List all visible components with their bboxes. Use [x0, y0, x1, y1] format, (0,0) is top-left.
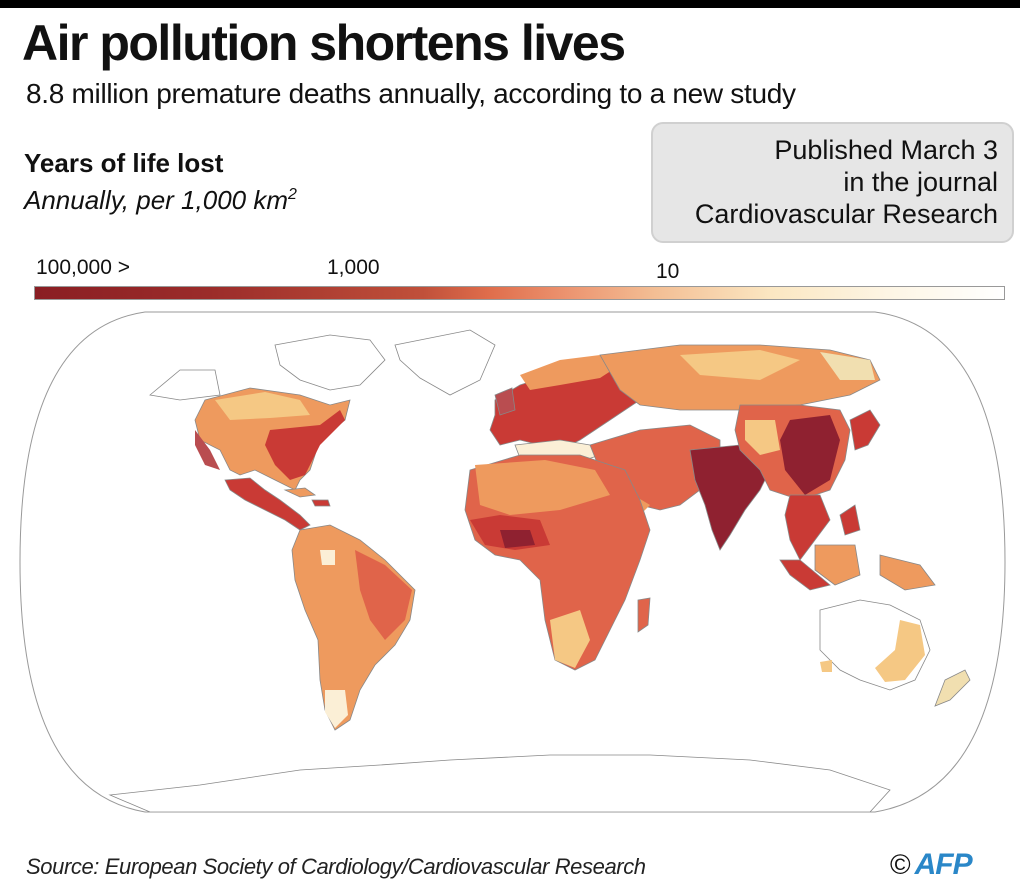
credit: © AFP	[890, 848, 973, 882]
page-subtitle: 8.8 million premature deaths annually, a…	[26, 78, 796, 109]
scale-label-max: 100,000 >	[36, 256, 131, 279]
info-line: in the journal	[843, 167, 998, 197]
copyright-icon: ©	[890, 849, 911, 880]
scale-label-min: 10	[656, 260, 680, 283]
legend-subtitle: Annually, per 1,000 km2	[24, 185, 297, 215]
info-line: Published March 3	[774, 135, 998, 165]
afp-logo: AFP	[914, 848, 973, 881]
legend-title: Years of life lost	[24, 148, 224, 178]
color-scale-bar	[34, 286, 1005, 300]
source-note: Source: European Society of Cardiology/C…	[26, 854, 646, 879]
page-title: Air pollution shortens lives	[22, 15, 626, 71]
top-bar	[0, 0, 1020, 8]
scale-label-mid: 1,000	[327, 256, 380, 279]
info-line: Cardiovascular Research	[694, 199, 998, 229]
publication-info-box: Published March 3 in the journal Cardiov…	[651, 122, 1014, 243]
world-map	[0, 305, 1020, 820]
